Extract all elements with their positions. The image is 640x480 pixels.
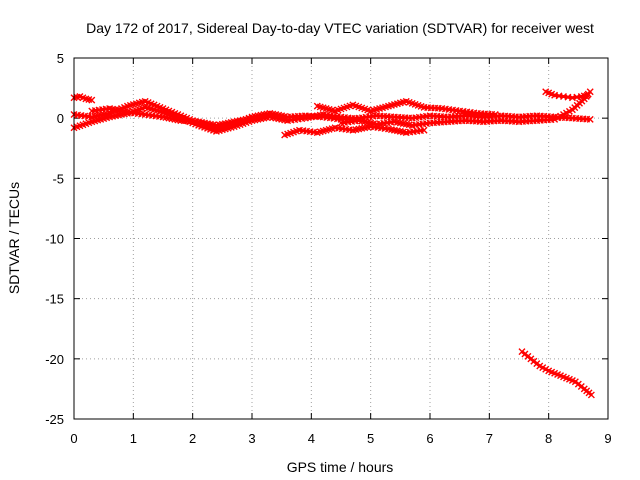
x-tick-label: 0 [70,431,77,446]
series-track-8 [542,88,591,102]
x-tick-label: 4 [308,431,315,446]
x-tick-label: 3 [248,431,255,446]
x-axis-label: GPS time / hours [287,459,394,475]
y-tick-label: -20 [45,352,64,367]
y-tick-label: -15 [45,292,64,307]
series-track-7 [337,88,594,129]
data-point-marker [587,391,595,399]
data-point-marker [491,111,499,119]
x-tick-label: 7 [486,431,493,446]
y-tick-label: -5 [52,171,64,186]
series-track-3 [70,93,96,104]
x-tick-label: 9 [604,431,611,446]
series-track-9 [518,348,595,399]
y-tick-label: 0 [57,111,64,126]
data-point-marker [248,114,256,122]
data-series [70,88,595,399]
x-tick-label: 6 [426,431,433,446]
x-tick-label: 2 [189,431,196,446]
x-tick-label: 8 [545,431,552,446]
data-point-marker [88,96,96,104]
data-point-marker [420,126,428,134]
x-tick-label: 5 [367,431,374,446]
y-tick-label: -10 [45,232,64,247]
x-tick-label: 1 [130,431,137,446]
data-point-marker [586,115,594,123]
y-tick-label: -25 [45,412,64,427]
series-track-4 [88,105,256,129]
series-track-6 [313,97,499,119]
chart-title: Day 172 of 2017, Sidereal Day-to-day VTE… [86,20,594,36]
plot-frame [73,57,609,420]
y-axis-label: SDTVAR / TECUs [6,182,22,294]
y-tick-label: 5 [57,51,64,66]
series-track-5 [281,123,428,139]
data-point-marker [583,91,591,99]
